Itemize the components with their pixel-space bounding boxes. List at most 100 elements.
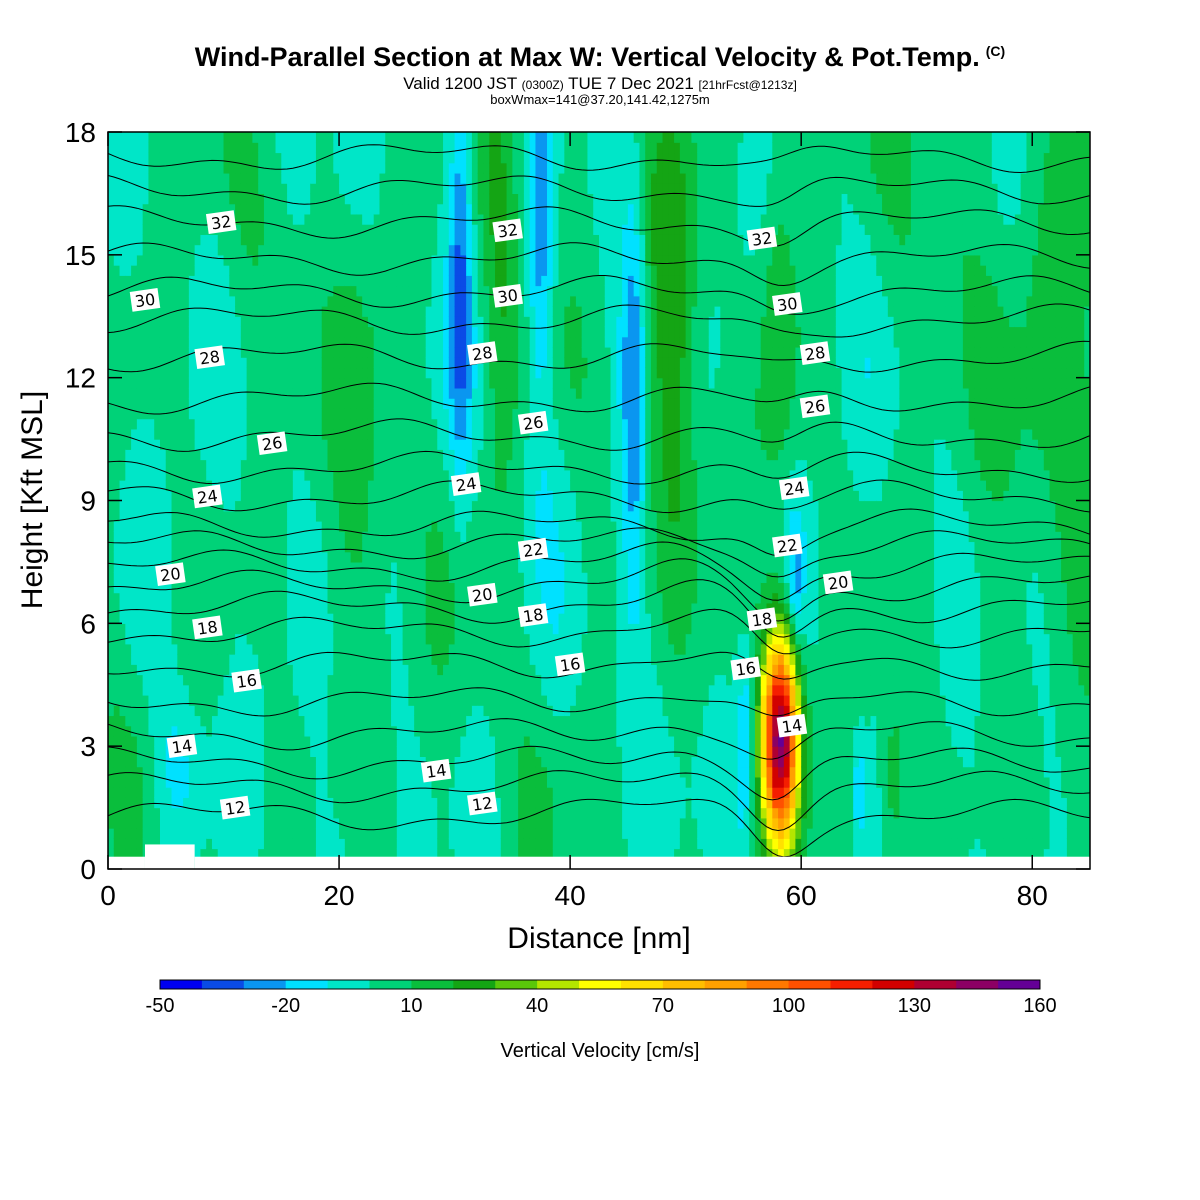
- velocity-cell: [391, 541, 398, 553]
- velocity-cell: [367, 828, 375, 839]
- velocity-cell: [315, 828, 323, 839]
- velocity-cell: [223, 377, 230, 389]
- velocity-cell: [252, 346, 259, 358]
- velocity-cell: [263, 664, 271, 676]
- velocity-cell: [414, 828, 421, 839]
- velocity-cell: [339, 643, 346, 655]
- velocity-cell: [252, 735, 259, 747]
- velocity-cell: [263, 418, 271, 430]
- velocity-cell: [269, 306, 277, 317]
- velocity-cell: [327, 469, 334, 481]
- velocity-cell: [425, 561, 433, 573]
- velocity-cell: [125, 346, 132, 358]
- velocity-cell: [171, 807, 178, 819]
- velocity-cell: [454, 449, 461, 461]
- velocity-cell: [385, 592, 392, 604]
- velocity-cell: [211, 254, 219, 266]
- velocity-cell: [356, 408, 363, 420]
- velocity-cell: [125, 377, 132, 389]
- velocity-cell: [252, 766, 259, 778]
- velocity-cell: [466, 183, 473, 195]
- velocity-cell: [379, 684, 386, 696]
- velocity-cell: [177, 828, 184, 839]
- velocity-cell: [362, 633, 369, 645]
- velocity-cell: [183, 817, 190, 829]
- velocity-cell: [321, 766, 329, 778]
- velocity-cell: [443, 162, 450, 174]
- velocity-cell: [223, 541, 230, 553]
- velocity-cell: [419, 316, 427, 328]
- velocity-cell: [379, 357, 386, 369]
- velocity-cell: [177, 520, 184, 532]
- velocity-cell: [367, 132, 375, 143]
- velocity-cell: [483, 828, 490, 839]
- velocity-cell: [240, 316, 248, 328]
- velocity-cell: [269, 285, 277, 297]
- velocity-cell: [223, 469, 230, 481]
- velocity-cell: [194, 561, 202, 573]
- velocity-cell: [200, 531, 207, 543]
- velocity-cell: [443, 838, 450, 850]
- velocity-cell: [171, 776, 178, 788]
- velocity-cell: [235, 520, 242, 532]
- velocity-cell: [489, 623, 496, 635]
- velocity-cell: [431, 664, 438, 676]
- velocity-cell: [385, 295, 392, 307]
- velocity-cell: [356, 213, 363, 225]
- velocity-cell: [113, 142, 121, 154]
- velocity-cell: [287, 500, 294, 512]
- velocity-cell: [408, 541, 415, 553]
- velocity-cell: [188, 346, 196, 358]
- velocity-cell: [443, 142, 450, 154]
- velocity-cell: [240, 654, 248, 665]
- velocity-cell: [402, 234, 409, 246]
- velocity-cell: [391, 828, 398, 839]
- velocity-cell: [471, 203, 479, 215]
- velocity-cell: [396, 817, 404, 829]
- velocity-cell: [443, 735, 450, 747]
- velocity-cell: [246, 705, 254, 717]
- velocity-cell: [159, 623, 167, 635]
- velocity-cell: [223, 152, 230, 164]
- velocity-cell: [108, 633, 115, 645]
- velocity-cell: [327, 480, 334, 491]
- velocity-cell: [148, 572, 155, 583]
- velocity-cell: [287, 746, 294, 758]
- velocity-cell: [333, 848, 340, 860]
- velocity-cell: [281, 244, 288, 256]
- velocity-cell: [108, 643, 115, 655]
- velocity-cell: [142, 592, 150, 604]
- velocity-cell: [379, 162, 386, 174]
- velocity-cell: [443, 377, 450, 389]
- velocity-cell: [385, 520, 392, 532]
- velocity-cell: [477, 142, 485, 154]
- velocity-cell: [252, 469, 259, 481]
- velocity-cell: [148, 346, 155, 358]
- velocity-cell: [165, 613, 173, 624]
- velocity-cell: [269, 838, 277, 850]
- velocity-cell: [321, 193, 329, 205]
- velocity-cell: [136, 193, 144, 205]
- velocity-cell: [171, 674, 178, 686]
- velocity-cell: [356, 756, 363, 768]
- velocity-cell: [281, 725, 288, 737]
- velocity-cell: [448, 602, 456, 614]
- velocity-cell: [339, 551, 346, 563]
- velocity-cell: [333, 428, 340, 440]
- velocity-cell: [240, 326, 248, 338]
- velocity-cell: [350, 674, 357, 686]
- velocity-cell: [414, 848, 421, 860]
- velocity-cell: [194, 664, 202, 676]
- velocity-cell: [131, 398, 138, 409]
- velocity-cell: [223, 336, 230, 348]
- velocity-cell: [298, 694, 305, 706]
- velocity-cell: [489, 643, 496, 655]
- velocity-cell: [437, 152, 444, 164]
- velocity-cell: [431, 387, 438, 399]
- velocity-cell: [321, 265, 329, 276]
- velocity-cell: [379, 459, 386, 471]
- velocity-cell: [252, 265, 259, 276]
- velocity-cell: [379, 234, 386, 246]
- velocity-cell: [246, 316, 254, 328]
- velocity-cell: [327, 715, 334, 727]
